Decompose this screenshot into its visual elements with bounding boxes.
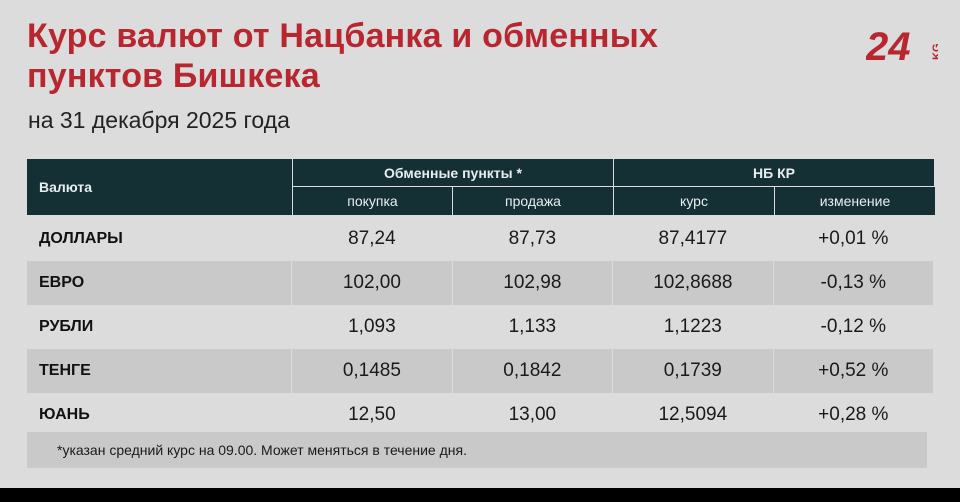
header-sell: продажа xyxy=(453,187,613,215)
table-row: ДОЛЛАРЫ 87,24 87,73 87,4177 +0,01 % xyxy=(27,217,934,261)
nbkr-rate-value: 12,5094 xyxy=(613,393,773,437)
currency-name: РУБЛИ xyxy=(27,305,292,349)
table-body: ДОЛЛАРЫ 87,24 87,73 87,4177 +0,01 % ЕВРО… xyxy=(27,217,934,437)
currency-name: ЮАНЬ xyxy=(27,393,292,437)
currency-name: ЕВРО xyxy=(27,261,292,305)
sell-value: 0,1842 xyxy=(452,349,613,393)
header-currency: Валюта xyxy=(27,159,292,215)
header-rate: курс xyxy=(614,187,774,215)
change-value: +0,52 % xyxy=(773,349,934,393)
buy-value: 12,50 xyxy=(292,393,452,437)
header-sub-row: покупка продажа курс изменение xyxy=(293,187,935,215)
table-row: ТЕНГЕ 0,1485 0,1842 0,1739 +0,52 % xyxy=(27,349,934,393)
header-exchange-points: Обменные пункты * xyxy=(293,159,613,186)
page-title: Курс валют от Нацбанка и обменных пункто… xyxy=(27,17,659,95)
sell-value: 13,00 xyxy=(452,393,613,437)
table-row: ЕВРО 102,00 102,98 102,8688 -0,13 % xyxy=(27,261,934,305)
change-value: -0,12 % xyxy=(773,305,934,349)
table-row: ЮАНЬ 12,50 13,00 12,5094 +0,28 % xyxy=(27,393,934,437)
svg-text:KG: KG xyxy=(931,44,938,61)
buy-value: 102,00 xyxy=(292,261,452,305)
change-value: +0,28 % xyxy=(773,393,934,437)
table-row: РУБЛИ 1,093 1,133 1,1223 -0,12 % xyxy=(27,305,934,349)
nbkr-rate-value: 0,1739 xyxy=(613,349,773,393)
nbkr-rate-value: 1,1223 xyxy=(613,305,773,349)
sell-value: 102,98 xyxy=(452,261,613,305)
header-change: изменение xyxy=(775,187,935,215)
sell-value: 87,73 xyxy=(452,217,613,261)
buy-value: 0,1485 xyxy=(292,349,452,393)
buy-value: 1,093 xyxy=(292,305,452,349)
header-nbkr: НБ КР xyxy=(614,159,934,186)
infographic-card: Курс валют от Нацбанка и обменных пункто… xyxy=(0,0,960,488)
currency-name: ТЕНГЕ xyxy=(27,349,292,393)
logo-24kg-icon: 24 KG xyxy=(866,25,938,68)
header-group-row: Обменные пункты * НБ КР xyxy=(293,159,934,186)
page-subtitle: на 31 декабря 2025 года xyxy=(28,107,290,133)
change-value: -0,13 % xyxy=(773,261,934,305)
svg-text:24: 24 xyxy=(866,25,911,68)
change-value: +0,01 % xyxy=(773,217,934,261)
nbkr-rate-value: 87,4177 xyxy=(613,217,773,261)
footnote: *указан средний курс на 09.00. Может мен… xyxy=(27,432,927,468)
nbkr-rate-value: 102,8688 xyxy=(613,261,773,305)
buy-value: 87,24 xyxy=(292,217,452,261)
sell-value: 1,133 xyxy=(452,305,613,349)
currency-name: ДОЛЛАРЫ xyxy=(27,217,292,261)
header-buy: покупка xyxy=(293,187,452,215)
